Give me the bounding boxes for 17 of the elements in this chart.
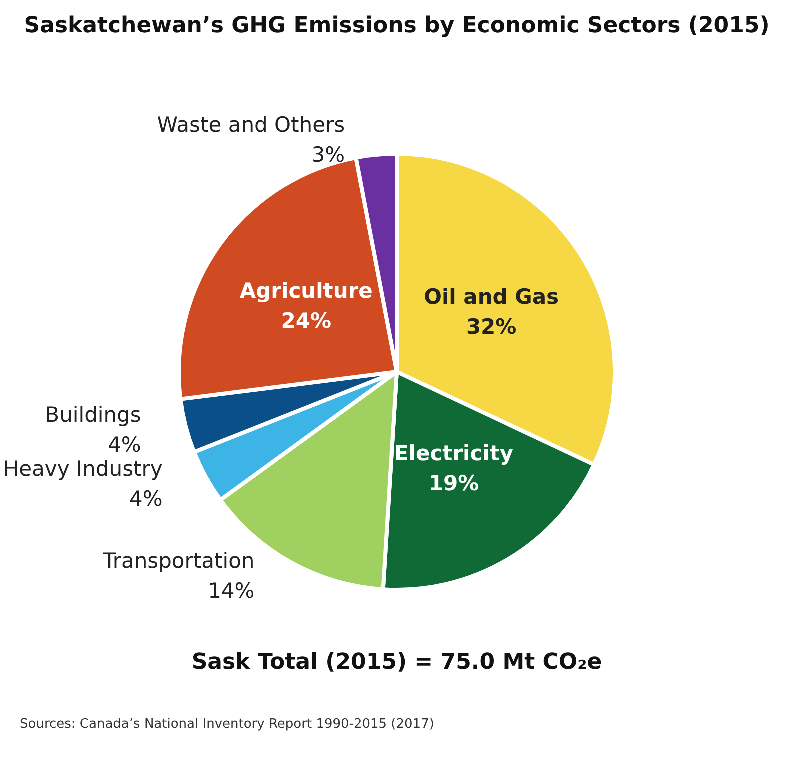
text: Sask Total (2015) = 75.0 Mt CO₂e xyxy=(190,650,604,675)
data-label: 4% xyxy=(129,487,163,512)
slice-label: Heavy Industry xyxy=(3,457,163,482)
slice-label: Electricity xyxy=(394,441,514,466)
data-label: 32% xyxy=(466,314,517,339)
data-label: 4% xyxy=(108,432,142,457)
data-label: 14% xyxy=(208,579,255,604)
slice-label: Waste and Others xyxy=(157,113,346,138)
slice-label: Transportation xyxy=(102,549,255,574)
data-label: 3% xyxy=(312,143,346,168)
slice-label: Buildings xyxy=(45,402,142,427)
slice-label: Oil and Gas xyxy=(424,284,560,309)
data-label: 24% xyxy=(281,309,332,334)
chart-title: Saskatchewan’s GHG Emissions by Economic Sectors (2015) xyxy=(24,14,770,38)
slice-label: Agriculture xyxy=(240,279,373,304)
source-note: Sources: Canada’s National Inventory Report 1990-2015 (2017) xyxy=(20,717,436,732)
data-label: 19% xyxy=(428,471,480,496)
